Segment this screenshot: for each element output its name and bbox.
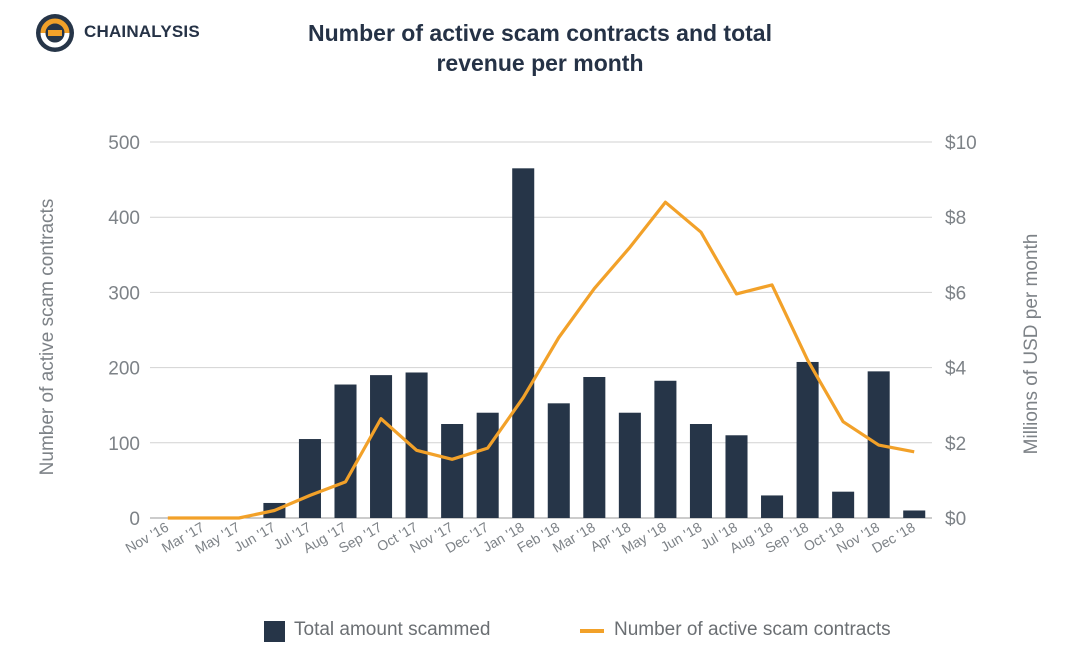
legend-swatch-line xyxy=(580,629,604,633)
y-axis-right-label: Millions of USD per month xyxy=(1021,234,1042,455)
bar xyxy=(796,361,819,518)
legend-label-bars: Total amount scammed xyxy=(294,619,491,640)
y-right-tick-label: $0 xyxy=(945,509,966,530)
y-right-tick-label: $2 xyxy=(945,434,966,455)
legend-swatch-bars xyxy=(264,621,285,642)
chart-title-line-2: revenue per month xyxy=(436,50,644,76)
x-tick-label: Jun '18 xyxy=(658,519,705,555)
x-tick-label: Jun '17 xyxy=(231,519,278,555)
brand-name: CHAINALYSIS xyxy=(84,22,200,41)
bar xyxy=(725,435,748,518)
bar xyxy=(405,372,428,518)
y-right-tick-label: $6 xyxy=(945,283,966,304)
bar xyxy=(832,491,855,518)
bar xyxy=(476,412,499,518)
bar xyxy=(618,412,641,518)
line-series-active-contracts xyxy=(167,200,915,520)
y-axis-left-ticks: 0 100 200 300 400 500 xyxy=(108,133,140,530)
bar xyxy=(547,403,570,518)
bar xyxy=(441,424,464,518)
y-right-tick-label: $8 xyxy=(945,208,966,229)
y-right-tick-label: $4 xyxy=(945,359,967,380)
y-left-tick-label: 0 xyxy=(129,509,140,530)
chainalysis-logo-icon xyxy=(36,14,74,52)
bar xyxy=(334,384,357,518)
chart-title-line-1: Number of active scam contracts and tota… xyxy=(308,20,772,46)
y-axis-right-ticks: $0 $2 $4 $6 $8 $10 xyxy=(945,133,977,530)
bar-series xyxy=(263,168,926,518)
bar xyxy=(689,424,712,518)
bar xyxy=(583,377,606,518)
chart-title: Number of active scam contracts and tota… xyxy=(250,18,830,78)
legend-label-line: Number of active scam contracts xyxy=(614,619,891,640)
bar xyxy=(512,168,535,518)
chart: 0 100 200 300 400 500 $0 $2 $4 $6 $8 $10 Nov '16Ma… xyxy=(37,133,1042,557)
y-left-tick-label: 400 xyxy=(108,208,140,229)
y-right-tick-label: $10 xyxy=(945,133,977,154)
y-left-tick-label: 500 xyxy=(108,133,140,154)
bar xyxy=(370,375,393,518)
y-axis-left-label: Number of active scam contracts xyxy=(37,199,58,476)
bar xyxy=(903,510,926,518)
bar xyxy=(298,439,321,518)
y-left-tick-label: 200 xyxy=(108,359,140,380)
y-left-tick-label: 300 xyxy=(108,283,140,304)
bar xyxy=(761,495,784,518)
bar xyxy=(654,380,677,518)
y-left-tick-label: 100 xyxy=(108,434,140,455)
